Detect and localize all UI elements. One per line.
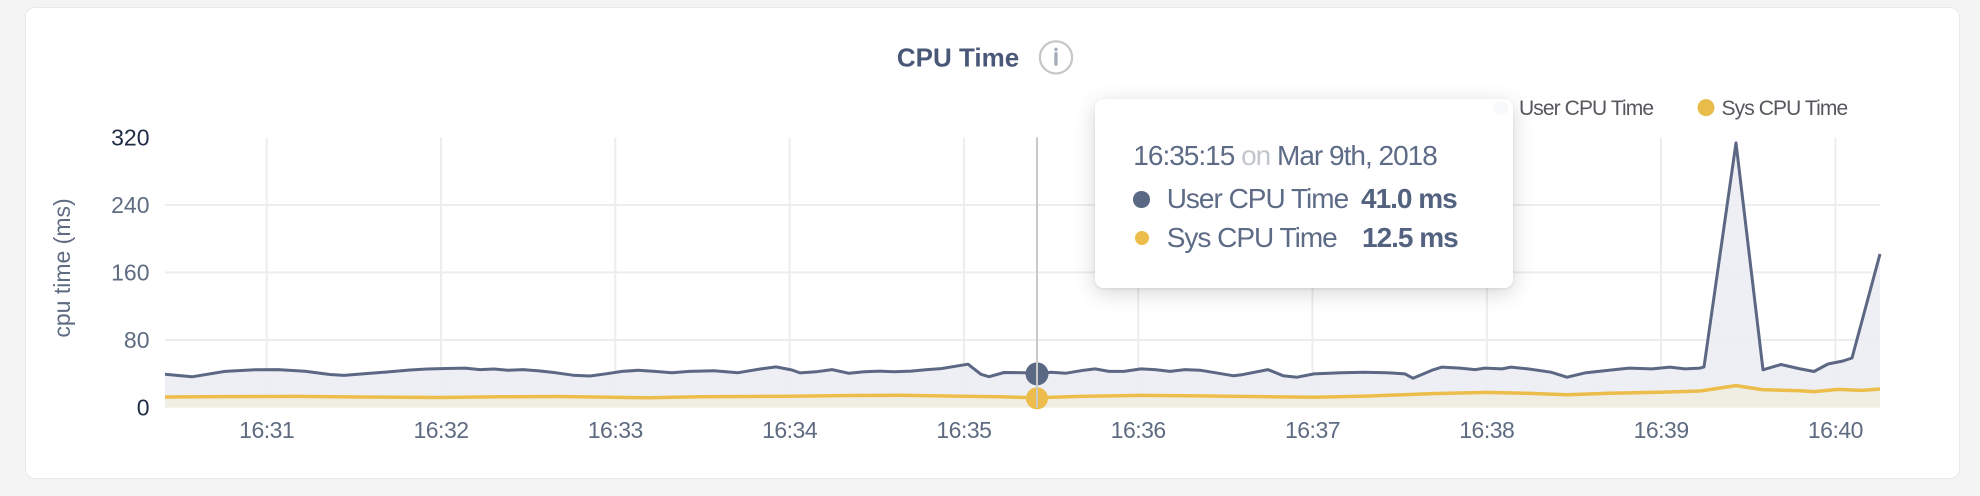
svg-text:16:31: 16:31 [239, 417, 294, 443]
svg-text:0: 0 [137, 395, 150, 421]
svg-text:Sys CPU Time: Sys CPU Time [1722, 97, 1848, 120]
svg-text:80: 80 [124, 327, 150, 353]
svg-text:240: 240 [111, 192, 149, 218]
svg-text:16:32: 16:32 [413, 417, 468, 443]
svg-text:16:34: 16:34 [762, 417, 818, 443]
svg-text:160: 160 [111, 259, 149, 285]
svg-text:16:35: 16:35 [936, 417, 991, 443]
svg-text:16:40: 16:40 [1808, 417, 1863, 443]
svg-text:16:33: 16:33 [588, 417, 643, 443]
svg-text:16:39: 16:39 [1634, 417, 1689, 443]
svg-text:320: 320 [111, 125, 149, 151]
svg-text:cpu time (ms): cpu time (ms) [49, 198, 75, 337]
svg-text:CPU Time: CPU Time [897, 43, 1019, 73]
svg-text:16:37: 16:37 [1285, 417, 1340, 443]
svg-text:16:36: 16:36 [1111, 417, 1166, 443]
svg-text:User CPU Time: User CPU Time [1519, 97, 1653, 120]
svg-text:16:38: 16:38 [1459, 417, 1514, 443]
